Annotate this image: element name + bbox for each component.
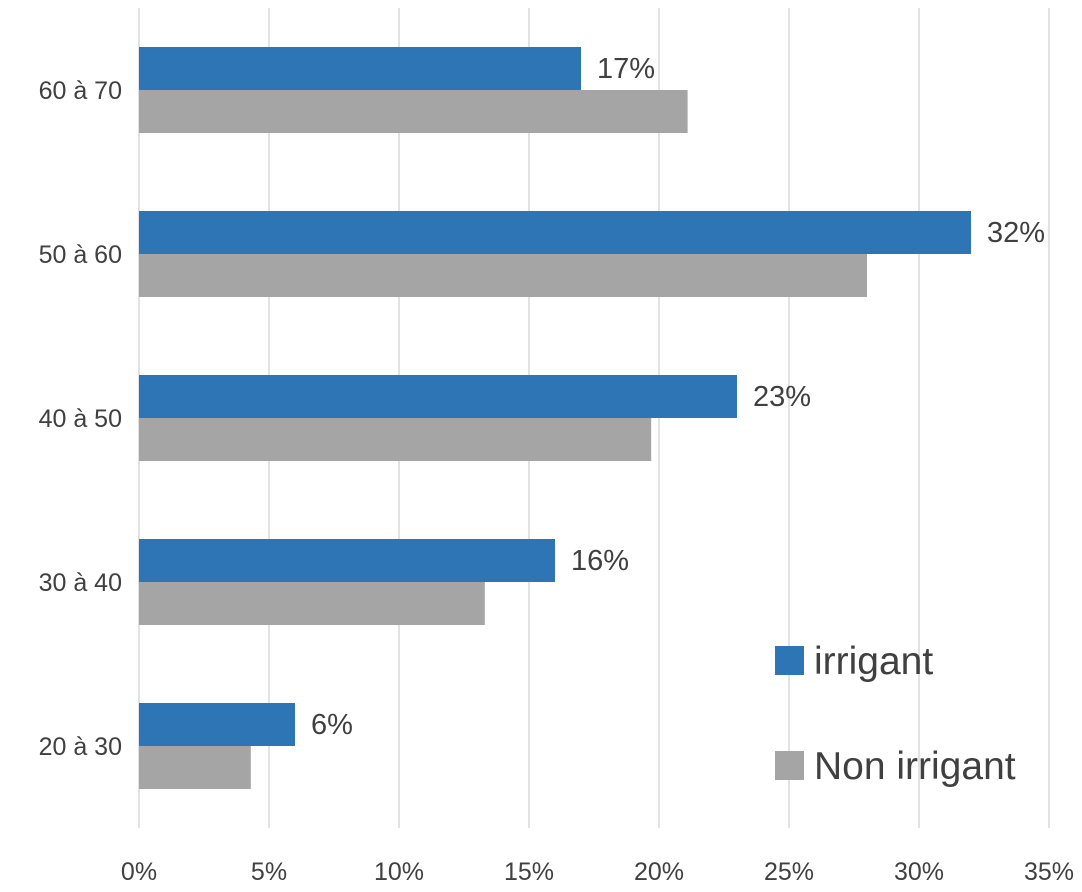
x-axis-tick-labels: 0% 5% 10% 15% 20% 25% 30% 35% xyxy=(121,858,1074,886)
category-label-1: 30 à 40 xyxy=(39,569,122,597)
category-labels: 20 à 30 30 à 40 40 à 50 50 à 60 60 à 70 xyxy=(39,77,122,761)
category-label-4: 60 à 70 xyxy=(39,77,122,105)
x-tick-label-1: 5% xyxy=(251,858,287,886)
bar-0-1 xyxy=(139,539,555,582)
legend-swatch-0 xyxy=(775,646,804,675)
bar-0-2 xyxy=(139,375,737,418)
category-label-0: 20 à 30 xyxy=(39,733,122,761)
bar-1-3 xyxy=(139,254,867,297)
x-tick-label-6: 30% xyxy=(894,858,944,886)
bar-1-2 xyxy=(139,418,652,461)
category-label-3: 50 à 60 xyxy=(39,241,122,269)
bar-0-0 xyxy=(139,703,295,746)
x-tick-label-4: 20% xyxy=(634,858,684,886)
bars xyxy=(139,47,971,789)
data-label-0-4: 17% xyxy=(597,53,655,85)
x-tick-label-7: 35% xyxy=(1024,858,1074,886)
bar-1-4 xyxy=(139,90,688,133)
legend-label-1: Non irrigant xyxy=(814,745,1016,788)
bar-1-0 xyxy=(139,746,251,789)
legend: irrigant Non irrigant xyxy=(775,640,1016,788)
data-label-0-2: 23% xyxy=(753,381,811,413)
x-tick-label-2: 10% xyxy=(374,858,424,886)
bar-0-4 xyxy=(139,47,581,90)
legend-swatch-1 xyxy=(775,751,804,780)
data-label-0-1: 16% xyxy=(571,545,629,577)
data-label-0-0: 6% xyxy=(311,709,353,741)
x-tick-label-3: 15% xyxy=(504,858,554,886)
data-labels: 6% 16% 23% 32% 17% xyxy=(311,53,1045,741)
data-label-0-3: 32% xyxy=(987,217,1045,249)
bar-0-3 xyxy=(139,211,971,254)
bar-1-1 xyxy=(139,582,485,625)
category-label-2: 40 à 50 xyxy=(39,405,122,433)
x-tick-label-0: 0% xyxy=(121,858,157,886)
x-tick-label-5: 25% xyxy=(764,858,814,886)
legend-label-0: irrigant xyxy=(814,640,933,683)
